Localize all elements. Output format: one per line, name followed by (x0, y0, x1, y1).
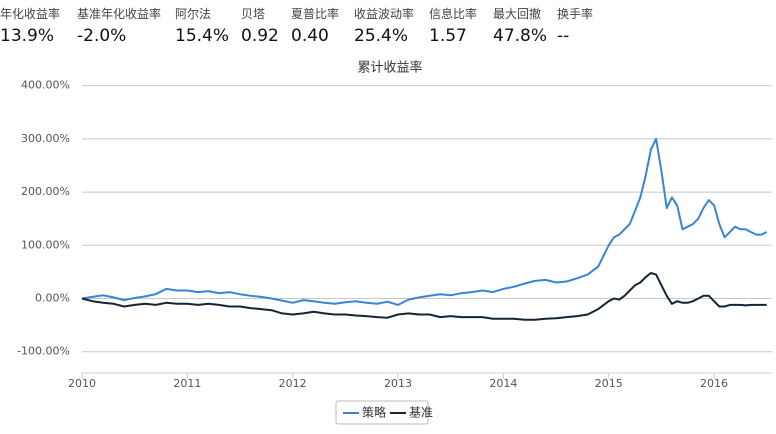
chart-title: 累计收益率 (357, 60, 422, 76)
stat: 夏普比率 0.40 (291, 0, 339, 46)
stat-value: 13.9% (0, 26, 55, 46)
y-tick-label: 0.00% (35, 292, 70, 305)
x-tick-label: 2015 (595, 377, 623, 390)
stat-label: 换手率 (557, 7, 594, 21)
series-line (81, 137, 768, 306)
stat-value: 0.92 (241, 26, 279, 46)
stat-value: 47.8% (493, 26, 548, 46)
stat: 换手率 -- (557, 0, 593, 46)
y-tick-label: 400.00% (21, 79, 70, 92)
stat-value: 1.57 (429, 26, 467, 46)
x-tick-label: 2010 (68, 377, 96, 390)
stat-value: -- (557, 26, 570, 46)
x-tick-label: 2011 (173, 377, 201, 390)
stat-label: 基准年化收益率 (77, 7, 162, 21)
stat-label: 收益波动率 (354, 7, 415, 21)
x-tick-label: 2013 (384, 377, 412, 390)
stat: 阿尔法 15.4% (175, 0, 229, 46)
stat: 年化收益率 13.9% (0, 0, 60, 46)
stat-value: 15.4% (175, 26, 230, 46)
series-line (81, 272, 767, 321)
y-tick-label: 200.00% (21, 185, 70, 198)
legend-label[interactable]: 基准 (409, 406, 433, 420)
legend-label[interactable]: 策略 (362, 405, 386, 420)
x-tick-label: 2014 (489, 377, 517, 390)
stat: 最大回撤 47.8% (493, 0, 547, 46)
stat-label: 最大回撤 (493, 7, 542, 21)
y-tick-label: 300.00% (21, 132, 70, 145)
stat: 基准年化收益率 -2.0% (77, 0, 161, 46)
y-tick-label: 100.00% (21, 238, 70, 251)
stat-label: 年化收益率 (0, 7, 61, 21)
stat-value: 0.40 (291, 26, 329, 46)
stat-label: 夏普比率 (291, 7, 340, 21)
x-tick-label: 2012 (279, 377, 307, 390)
x-tick-label: 2016 (700, 377, 728, 390)
stat-value: 25.4% (354, 26, 409, 46)
y-tick-label: -100.00% (17, 345, 70, 358)
legend-box (335, 400, 429, 425)
stat-label: 信息比率 (429, 7, 478, 21)
stat-label: 贝塔 (241, 7, 266, 21)
stat-label: 阿尔法 (175, 7, 212, 21)
stat: 信息比率 1.57 (429, 0, 477, 46)
stat-value: -2.0% (77, 26, 127, 46)
stat: 收益波动率 25.4% (354, 0, 414, 46)
stat: 贝塔 0.92 (241, 0, 279, 46)
